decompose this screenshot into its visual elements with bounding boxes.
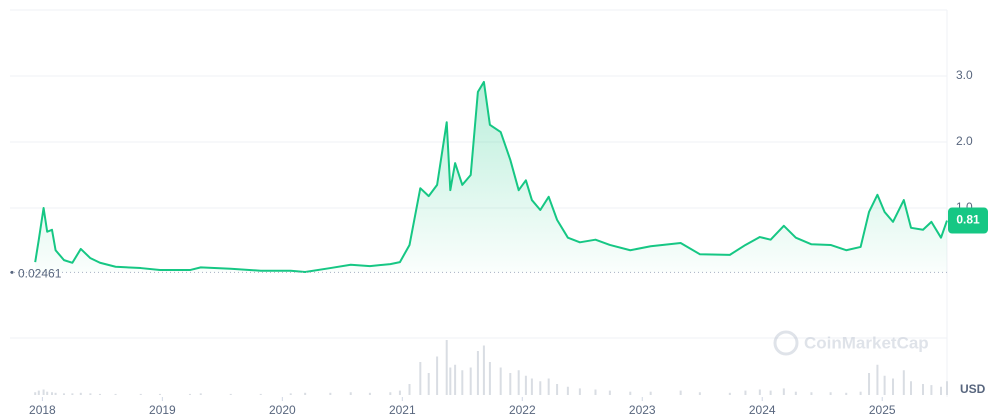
volume-bar bbox=[758, 389, 761, 395]
volume-bar bbox=[46, 391, 49, 395]
volume-bar bbox=[769, 390, 772, 395]
volume-bar bbox=[158, 393, 161, 395]
volume-bar bbox=[427, 373, 430, 395]
x-tick-label: 2022 bbox=[509, 403, 536, 417]
volume-bar bbox=[37, 390, 40, 395]
volume-bar bbox=[868, 373, 871, 395]
volume-bar bbox=[188, 393, 191, 395]
x-tick-label: 2020 bbox=[269, 403, 296, 417]
volume-bar bbox=[398, 390, 401, 395]
volume-bar bbox=[902, 370, 905, 395]
volume-bar bbox=[98, 393, 101, 395]
volume-bar bbox=[509, 373, 512, 395]
baseline-dot bbox=[10, 270, 14, 274]
volume-bar bbox=[436, 356, 439, 395]
volume-bar bbox=[368, 392, 371, 395]
currency-label: USD bbox=[960, 382, 986, 396]
volume-bar bbox=[930, 385, 933, 395]
volume-bar bbox=[304, 392, 307, 395]
price-area bbox=[35, 81, 947, 273]
x-tick-label: 2018 bbox=[29, 403, 56, 417]
volume-bar bbox=[728, 392, 731, 395]
volume-bar bbox=[199, 393, 202, 395]
volume-bar bbox=[517, 370, 520, 395]
volume-bar bbox=[782, 388, 785, 395]
volume-bar bbox=[419, 362, 422, 395]
volume-bar bbox=[229, 393, 232, 395]
volume-bar bbox=[259, 393, 262, 395]
volume-bar bbox=[71, 393, 74, 395]
volume-bar bbox=[547, 378, 550, 395]
volume-bar bbox=[629, 391, 632, 395]
volume-bar bbox=[408, 384, 411, 395]
volume-bar bbox=[883, 375, 886, 395]
volume-bar bbox=[946, 381, 948, 395]
volume-bar bbox=[449, 367, 452, 395]
volume-bar bbox=[556, 384, 559, 395]
volume-bar bbox=[810, 392, 813, 395]
volume-bar bbox=[679, 390, 682, 395]
volume-bar bbox=[461, 370, 464, 395]
volume-bar bbox=[139, 393, 142, 395]
price-line bbox=[34, 80, 948, 274]
volume-bar bbox=[54, 392, 57, 395]
volume-bar bbox=[649, 391, 652, 395]
x-tick-label: 2024 bbox=[749, 403, 776, 417]
volume-bar bbox=[79, 392, 82, 395]
watermark-text: CoinMarketCap bbox=[804, 333, 929, 352]
volume-bar bbox=[329, 392, 332, 395]
watermark: CoinMarketCap bbox=[773, 330, 929, 356]
volume-bar bbox=[482, 345, 485, 395]
volume-bar bbox=[469, 367, 472, 395]
volume-bar bbox=[698, 392, 701, 395]
x-tick-label: 2025 bbox=[869, 403, 896, 417]
volume-bar bbox=[89, 393, 92, 395]
volume-bar bbox=[608, 390, 611, 395]
volume-bar bbox=[445, 340, 448, 395]
x-tick-label: 2019 bbox=[149, 403, 176, 417]
x-tick-label: 2023 bbox=[629, 403, 656, 417]
volume-bar bbox=[476, 351, 479, 395]
volume-bar bbox=[578, 388, 581, 395]
volume-bar bbox=[910, 381, 913, 395]
volume-bar bbox=[42, 389, 45, 395]
volume-bar bbox=[845, 392, 848, 395]
volume-bar bbox=[594, 389, 597, 395]
volume-bar bbox=[349, 392, 352, 395]
volume-bar bbox=[499, 367, 502, 395]
y-tick-label: 2.0 bbox=[956, 134, 973, 148]
volume-bar bbox=[62, 393, 65, 395]
volume-bar bbox=[34, 392, 37, 395]
volume-bar bbox=[488, 362, 491, 395]
volume-bar bbox=[566, 386, 569, 395]
volume-bar bbox=[389, 392, 392, 395]
volume-bar bbox=[940, 386, 943, 395]
volume-bar bbox=[922, 384, 925, 395]
volume-bar bbox=[289, 393, 292, 395]
volume-bar bbox=[794, 391, 797, 395]
volume-bar bbox=[744, 390, 747, 395]
x-tick-label: 2021 bbox=[389, 403, 416, 417]
last-price-badge bbox=[948, 207, 988, 234]
volume-bar bbox=[524, 375, 527, 395]
volume-bar bbox=[530, 378, 533, 395]
volume-bar bbox=[114, 393, 117, 395]
volume-bar bbox=[539, 381, 542, 395]
last-price-label: 0.81 bbox=[956, 213, 980, 227]
volume-bar bbox=[892, 378, 895, 395]
volume-bar bbox=[829, 392, 832, 395]
y-tick-label: 3.0 bbox=[956, 68, 973, 82]
baseline-label: 0.02461 bbox=[18, 267, 62, 281]
volume-bar bbox=[454, 364, 457, 395]
volume-bar bbox=[50, 392, 53, 395]
volume-bar bbox=[859, 391, 862, 395]
volume-bar bbox=[876, 364, 879, 395]
